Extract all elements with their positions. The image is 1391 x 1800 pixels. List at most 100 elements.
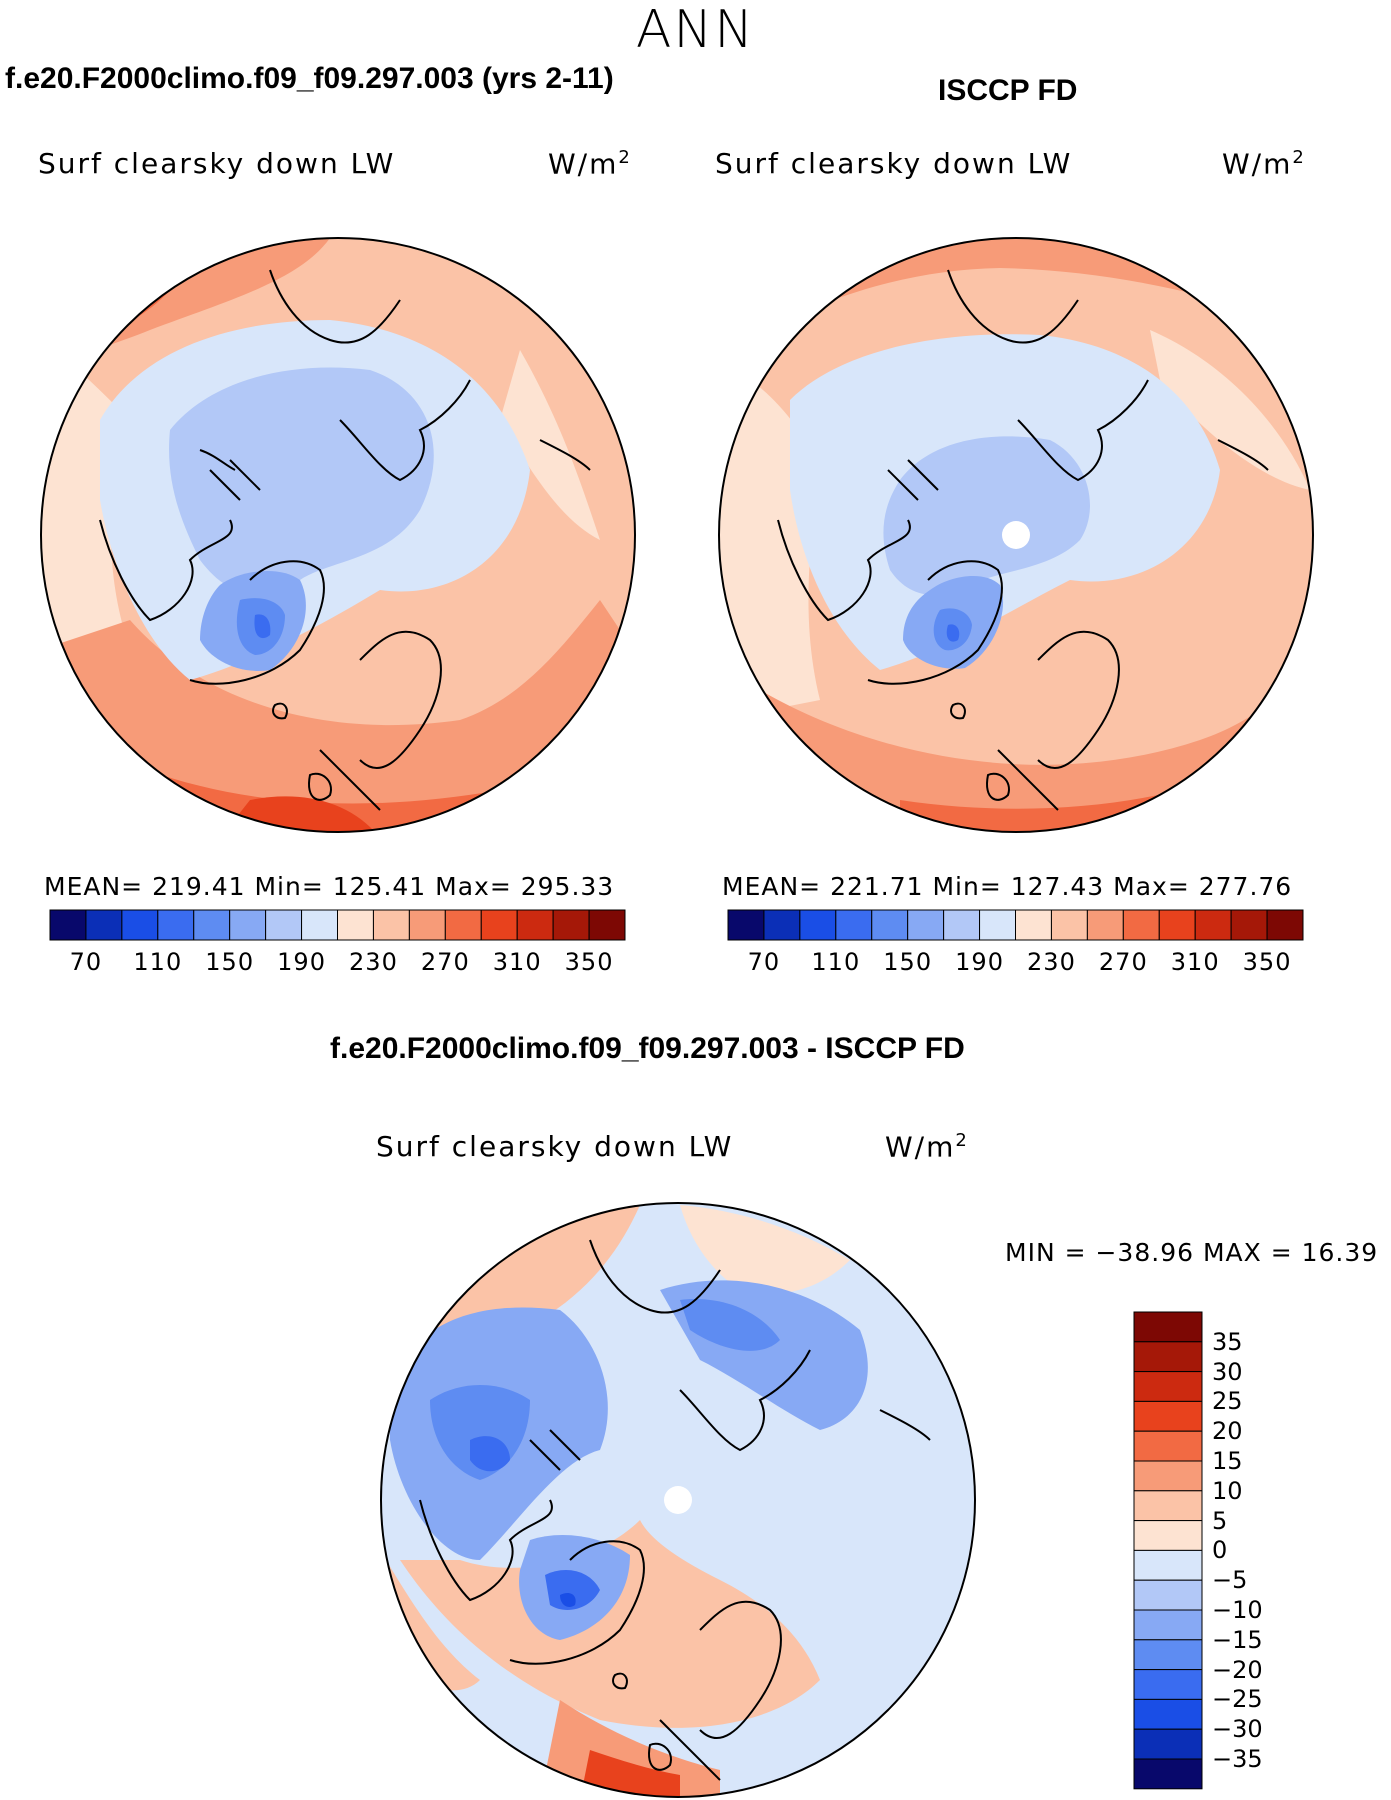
model-colorbar-box — [193, 909, 231, 941]
model-colorbar-box — [265, 909, 303, 941]
model-colorbar-box — [588, 909, 626, 941]
diff-colorbar-tick-label: 15 — [1212, 1447, 1243, 1475]
diff-colorbar-box — [1133, 1549, 1203, 1581]
obs-colorbar-box — [1194, 909, 1232, 941]
diff-colorbar-tick-label: −5 — [1212, 1566, 1248, 1595]
obs-colorbar-box — [1158, 909, 1196, 941]
diff-colorbar-tick-label: −35 — [1212, 1745, 1263, 1773]
diff-colorbar-tick-label: 35 — [1212, 1327, 1243, 1356]
obs-colorbar-tick-label: 230 — [1027, 948, 1076, 976]
model-colorbar-box — [157, 909, 195, 941]
model-colorbar-box — [121, 909, 159, 941]
obs-colorbar-box — [835, 909, 873, 941]
obs-colorbar-box — [1230, 909, 1268, 941]
model-colorbar-box — [301, 909, 338, 941]
obs-colorbar-box — [763, 909, 801, 941]
season-title: ANN — [635, 0, 756, 60]
model-colorbar-box — [516, 909, 554, 941]
diff-colorbar-box — [1133, 1341, 1203, 1373]
diff-colorbar-box — [1133, 1520, 1203, 1551]
diff-map-boundary — [380, 1202, 976, 1798]
model-panel-title: f.e20.F2000climo.f09_f09.297.003 (yrs 2-… — [5, 62, 614, 95]
obs-units-label: W/m2 — [1222, 147, 1306, 181]
diff-colorbar-tick-label: −10 — [1212, 1596, 1263, 1624]
obs-colorbar-box — [1122, 909, 1160, 941]
obs-panel-title: ISCCP FD — [938, 74, 1078, 107]
obs-variable-label: Surf clearsky down LW — [715, 147, 1073, 180]
obs-stats: MEAN= 221.71 Min= 127.43 Max= 277.76 — [722, 872, 1293, 901]
model-colorbar-box — [408, 909, 446, 941]
model-map-boundary — [40, 237, 636, 833]
model-map — [40, 237, 636, 833]
obs-colorbar-box — [871, 909, 909, 941]
obs-colorbar-tick-label: 350 — [1242, 948, 1292, 976]
diff-colorbar-tick-label: −20 — [1212, 1655, 1263, 1684]
model-colorbar-tick-label: 150 — [205, 948, 255, 976]
obs-colorbar-box — [799, 909, 837, 941]
diff-colorbar-box — [1133, 1400, 1203, 1432]
obs-colorbar-tick-label: 70 — [747, 948, 781, 976]
model-colorbar-box — [552, 909, 590, 941]
model-colorbar-box — [372, 909, 410, 941]
obs-colorbar-box — [1050, 909, 1088, 941]
diff-panel-title: f.e20.F2000climo.f09_f09.297.003 - ISCCP… — [330, 1032, 965, 1065]
model-colorbar-tick-label: 230 — [349, 948, 398, 976]
obs-colorbar-box — [907, 909, 945, 941]
diff-colorbar-box — [1133, 1490, 1203, 1522]
obs-colorbar-tick-label: 310 — [1170, 948, 1220, 976]
diff-colorbar-tick-label: 0 — [1212, 1536, 1228, 1565]
obs-colorbar-box — [979, 909, 1016, 941]
model-colorbar-tick-label: 270 — [420, 948, 470, 976]
obs-colorbar — [727, 909, 1304, 941]
model-colorbar-tick-label: 190 — [277, 948, 326, 976]
diff-colorbar-box — [1133, 1311, 1203, 1343]
diff-colorbar-tick-label: 25 — [1212, 1387, 1243, 1416]
model-colorbar-box — [480, 909, 518, 941]
diff-colorbar-box — [1133, 1609, 1203, 1641]
diff-colorbar-tick-label: 30 — [1212, 1357, 1243, 1386]
model-colorbar-tick-label: 70 — [69, 948, 103, 976]
obs-colorbar-tick-label: 270 — [1098, 948, 1148, 976]
diff-colorbar-box — [1133, 1728, 1203, 1760]
diff-map — [380, 1202, 976, 1798]
obs-colorbar-box — [1015, 909, 1052, 941]
model-colorbar-box — [229, 909, 267, 941]
obs-colorbar-box — [727, 909, 765, 941]
model-colorbar-box — [85, 909, 123, 941]
diff-stats: MIN = −38.96 MAX = 16.39 — [1005, 1238, 1379, 1267]
diff-colorbar-tick-label: 10 — [1212, 1476, 1243, 1505]
obs-colorbar-tick-label: 150 — [883, 948, 933, 976]
model-colorbar — [49, 909, 626, 941]
diff-colorbar-box — [1133, 1430, 1203, 1462]
diff-colorbar-box — [1133, 1460, 1203, 1492]
diff-colorbar-tick-label: −15 — [1212, 1625, 1263, 1654]
model-units-label: W/m2 — [548, 147, 632, 181]
diff-colorbar-box — [1133, 1639, 1203, 1671]
diff-colorbar-tick-label: −25 — [1212, 1685, 1263, 1714]
model-colorbar-tick-label: 110 — [133, 948, 183, 976]
obs-map-boundary — [718, 237, 1314, 833]
obs-colorbar-tick-label: 110 — [811, 948, 861, 976]
diff-units-label: W/m2 — [885, 1130, 969, 1164]
diff-colorbar-tick-label: −30 — [1212, 1715, 1263, 1744]
model-colorbar-tick-label: 310 — [492, 948, 542, 976]
model-colorbar-box — [337, 909, 374, 941]
diff-colorbar-tick-label: 5 — [1212, 1506, 1228, 1535]
model-colorbar-box — [49, 909, 87, 941]
obs-map — [718, 237, 1314, 833]
obs-colorbar-box — [1086, 909, 1124, 941]
diff-colorbar-box — [1133, 1579, 1203, 1611]
model-colorbar-box — [444, 909, 482, 941]
diff-colorbar-tick-label: 20 — [1212, 1417, 1243, 1446]
obs-colorbar-box — [1266, 909, 1304, 941]
model-stats: MEAN= 219.41 Min= 125.41 Max= 295.33 — [44, 872, 615, 901]
diff-variable-label: Surf clearsky down LW — [376, 1130, 734, 1163]
model-colorbar-tick-label: 350 — [564, 948, 614, 976]
model-variable-label: Surf clearsky down LW — [38, 147, 396, 180]
diff-colorbar-box — [1133, 1698, 1203, 1730]
obs-colorbar-tick-label: 190 — [955, 948, 1004, 976]
obs-colorbar-box — [943, 909, 981, 941]
diff-colorbar-box — [1133, 1371, 1203, 1402]
diff-colorbar — [1133, 1311, 1203, 1790]
